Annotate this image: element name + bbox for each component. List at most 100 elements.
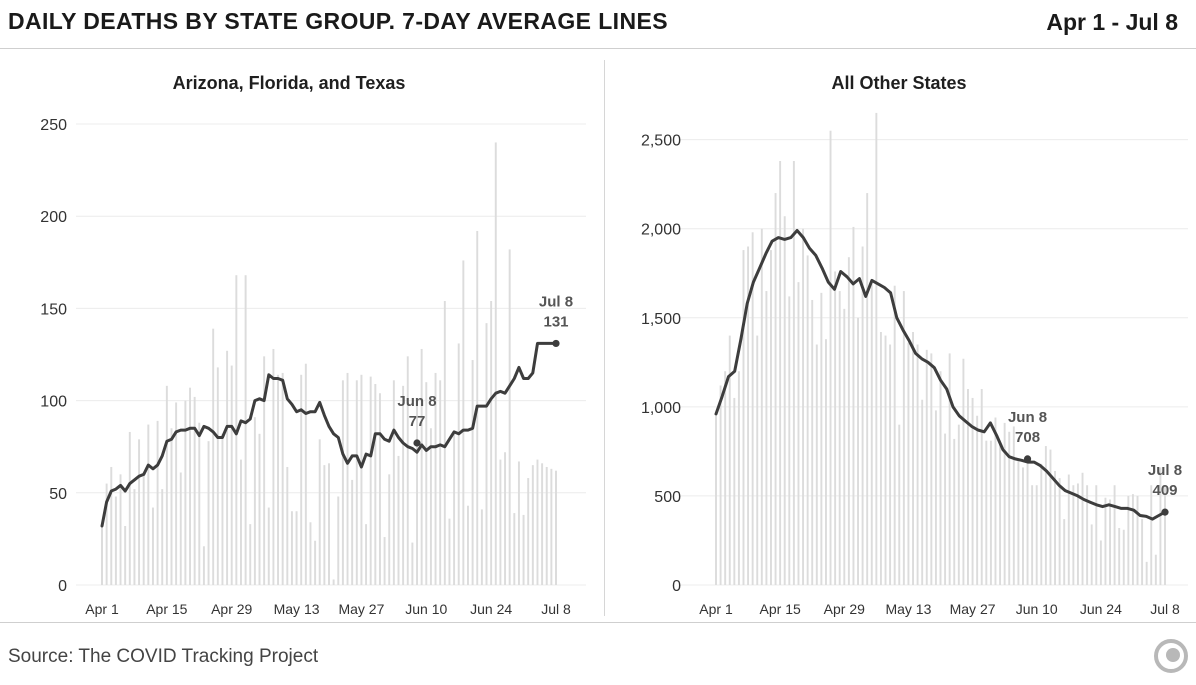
x-tick-label: May 13 [274, 601, 320, 617]
daily-bar [788, 296, 791, 585]
y-tick-label: 0 [58, 578, 67, 595]
daily-bar [1104, 497, 1107, 585]
x-tick-label: Apr 15 [146, 601, 187, 617]
daily-bar [346, 372, 349, 585]
y-axis: 0 50 100 150 200 250 [40, 117, 67, 595]
daily-bar [967, 389, 969, 585]
daily-bar [499, 459, 502, 585]
daily-bar [802, 228, 805, 585]
x-tick-label: Jun 10 [405, 601, 447, 617]
daily-bar [207, 441, 210, 585]
daily-bar [934, 410, 937, 585]
x-tick-label: Jun 24 [1080, 601, 1122, 617]
daily-bar [857, 317, 859, 585]
bars [715, 112, 1166, 586]
y-tick-label: 1,000 [641, 400, 681, 417]
daily-bar [870, 282, 873, 585]
y-tick-label: 2,000 [641, 222, 681, 239]
daily-bar [1095, 485, 1098, 585]
daily-bar [815, 344, 818, 585]
daily-bar [309, 522, 312, 585]
grid [680, 139, 1188, 586]
y-tick-label: 0 [672, 578, 681, 595]
daily-bar [295, 511, 298, 585]
daily-bar [216, 367, 219, 585]
daily-bar [1003, 422, 1006, 585]
daily-bar [770, 250, 772, 585]
x-tick-label: May 27 [950, 601, 996, 617]
daily-bar [448, 518, 451, 585]
daily-bar [1131, 494, 1134, 585]
footer-rule [0, 622, 1196, 623]
x-tick-label: Jul 8 [1150, 601, 1180, 617]
daily-bar [976, 415, 979, 585]
daily-bar [884, 335, 887, 585]
daily-bar [189, 387, 191, 585]
daily-bar [388, 474, 391, 585]
panel-title: All Other States [831, 73, 966, 93]
daily-bar [797, 282, 800, 585]
daily-bar [930, 353, 933, 585]
daily-bar [425, 382, 428, 585]
daily-bar [101, 524, 103, 585]
daily-bar [240, 459, 242, 585]
daily-bar [124, 525, 127, 585]
daily-bar [133, 489, 136, 585]
daily-bar [300, 374, 303, 585]
y-tick-label: 250 [40, 117, 67, 134]
daily-bar [119, 474, 122, 585]
y-tick-label: 1,500 [641, 311, 681, 328]
daily-bar [971, 397, 974, 585]
daily-bar [838, 291, 841, 585]
annotation-point [552, 339, 560, 348]
daily-bar [733, 397, 736, 585]
daily-bar [1090, 524, 1093, 585]
daily-bar [244, 275, 247, 585]
daily-bar [806, 255, 809, 586]
daily-bar [341, 380, 344, 585]
daily-bar [249, 524, 252, 585]
daily-bar [1022, 467, 1024, 585]
annotations: Jun 8 77 Jul 8 131 [397, 293, 573, 447]
daily-bar [861, 246, 864, 585]
daily-bar [221, 433, 224, 585]
daily-bar [263, 356, 266, 585]
daily-bar [792, 161, 795, 585]
daily-bar [1141, 519, 1144, 585]
daily-bar [175, 402, 178, 585]
daily-bar [318, 439, 321, 585]
y-axis: 0 500 1,000 1,500 2,000 2,500 [641, 133, 681, 595]
daily-bar [555, 470, 557, 585]
daily-bar [912, 332, 914, 585]
annotation-date: Jun 8 [1008, 409, 1047, 426]
x-tick-label: Apr 15 [760, 601, 801, 617]
daily-bar [760, 228, 763, 585]
daily-bar [811, 299, 814, 585]
daily-bar [138, 439, 141, 585]
daily-bar [332, 579, 335, 585]
chart-title: DAILY DEATHS BY STATE GROUP. 7-DAY AVERA… [8, 8, 668, 34]
daily-bar [226, 350, 229, 585]
daily-bar [783, 216, 786, 585]
x-axis: Apr 1 Apr 15 Apr 29 May 13 May 27 Jun 10 Jun 2… [699, 601, 1180, 617]
daily-bar [439, 380, 442, 585]
average-line [714, 229, 1167, 521]
daily-bar [1072, 485, 1075, 585]
y-tick-label: 150 [40, 301, 67, 318]
y-tick-label: 50 [49, 486, 67, 503]
annotation-date: Jun 8 [397, 393, 436, 410]
daily-bar [374, 384, 377, 585]
daily-bar [337, 496, 340, 585]
daily-bar [994, 417, 997, 585]
daily-bar [402, 385, 405, 585]
daily-bar [328, 463, 330, 585]
daily-bar [369, 376, 372, 585]
daily-bar [1067, 474, 1070, 585]
daily-bar [420, 348, 423, 585]
x-tick-label: Jun 10 [1016, 601, 1058, 617]
daily-bar [847, 257, 850, 585]
daily-bar [724, 371, 727, 585]
daily-bar [504, 452, 507, 585]
daily-bar [522, 514, 525, 585]
bars [101, 142, 557, 585]
